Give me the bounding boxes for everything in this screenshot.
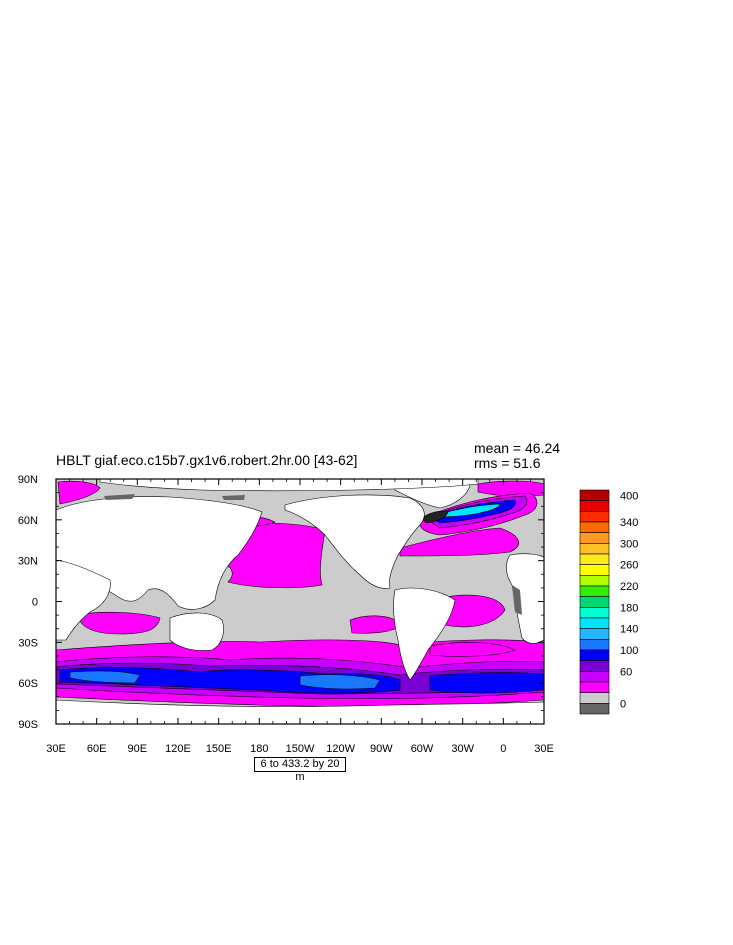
colorbar-swatch: [579, 628, 610, 640]
contour-range-box: 6 to 433.2 by 20 m: [254, 757, 346, 783]
north-atlantic-deep-dark: [421, 510, 449, 524]
colorbar-swatch: [579, 617, 610, 629]
southern-ocean-band-lightblue: [69, 670, 141, 684]
mean-stat: mean = 46.24: [474, 440, 561, 456]
land-africa: [56, 559, 111, 641]
colorbar-swatch: [579, 564, 610, 576]
x-axis: 30E 60E 90E 120E 150E 180 150W 120W 90W 60W 30W 0 30…: [46, 479, 554, 755]
colorbar-label: 180: [620, 602, 638, 614]
south-atlantic-patch: [429, 642, 516, 657]
y-tick-label: 30S: [18, 637, 38, 649]
arctic-shelf-1: [104, 494, 135, 500]
x-tick-label: 90E: [128, 743, 148, 755]
x-tick-label: 60E: [87, 743, 107, 755]
x-tick-label: 30E: [534, 743, 554, 755]
colorbar-swatch: [579, 521, 610, 533]
colorbar-swatch: [579, 585, 610, 597]
colorbar-label: 220: [620, 581, 638, 593]
land-africa-east: [506, 553, 544, 644]
southern-ocean-band-lightblue-2: [299, 674, 381, 690]
colorbar-swatch: [579, 639, 610, 651]
colorbar-swatch: [579, 607, 610, 619]
y-tick-label: 0: [32, 597, 38, 609]
rms-stat: rms = 51.6: [474, 455, 541, 471]
land-north-america: [284, 494, 425, 589]
colorbar-swatch: [579, 575, 610, 587]
colorbar-label: 140: [620, 624, 638, 636]
y-tick-label: 30N: [18, 556, 38, 568]
x-tick-label: 30W: [451, 743, 474, 755]
colorbar-swatch: [579, 692, 610, 704]
arctic-shelf-2: [222, 495, 245, 500]
y-axis: 90N 60N 30N 0 30S 60S 90S: [18, 474, 544, 731]
x-tick-label: 90W: [370, 743, 393, 755]
indian-ocean-patch: [77, 611, 161, 635]
colorbar-label: 100: [620, 645, 638, 657]
colorbar-label: 400: [620, 490, 638, 502]
south-america-shelf: [512, 585, 522, 615]
colorbar-label: 0: [620, 698, 626, 710]
x-tick-label: 180: [250, 743, 268, 755]
colorbar-swatch: [579, 703, 610, 715]
arctic-patch-west: [57, 480, 101, 505]
colorbar-swatch: [579, 543, 610, 555]
x-tick-label: 150E: [206, 743, 232, 755]
colorbar-swatch: [579, 649, 610, 661]
y-tick-label: 60S: [18, 678, 38, 690]
chart-title: HBLT giaf.eco.c15b7.gx1v6.robert.2hr.00 …: [56, 452, 358, 468]
x-tick-label: 120W: [326, 743, 355, 755]
x-tick-label: 120E: [165, 743, 191, 755]
colorbar-label: 300: [620, 538, 638, 550]
colorbar-swatch: [579, 532, 610, 544]
colorbar-label: 260: [620, 560, 638, 572]
colorbar-swatch: [579, 511, 610, 523]
x-tick-label: 0: [500, 743, 506, 755]
map-field: [56, 479, 544, 724]
y-tick-label: 90S: [18, 719, 38, 731]
southern-ocean-band-blue-east: [429, 672, 544, 694]
land-australia: [169, 612, 224, 651]
colorbar-label: 340: [620, 517, 638, 529]
land-arctic-north: [99, 479, 479, 492]
y-tick-label: 60N: [18, 515, 38, 527]
colorbar-label: 60: [620, 666, 632, 678]
x-tick-label: 150W: [286, 743, 315, 755]
x-tick-label: 30E: [46, 743, 66, 755]
colorbar-swatch: [579, 671, 610, 683]
x-tick-label: 60W: [411, 743, 434, 755]
north-atlantic-deep-cyan: [439, 503, 501, 518]
colorbar: 400 340 300 260 220 180 140 100 60 0: [579, 489, 638, 715]
arctic-patch-east: [477, 480, 544, 497]
colorbar-swatch: [579, 553, 610, 565]
colorbar-swatch: [579, 596, 610, 608]
land-south-america: [393, 587, 456, 681]
colorbar-swatch: [579, 500, 610, 512]
y-tick-label: 90N: [18, 474, 38, 486]
colorbar-swatch: [579, 660, 610, 672]
colorbar-swatch: [579, 489, 610, 501]
colorbar-swatch: [579, 681, 610, 693]
atlantic-north-patch: [399, 527, 519, 557]
